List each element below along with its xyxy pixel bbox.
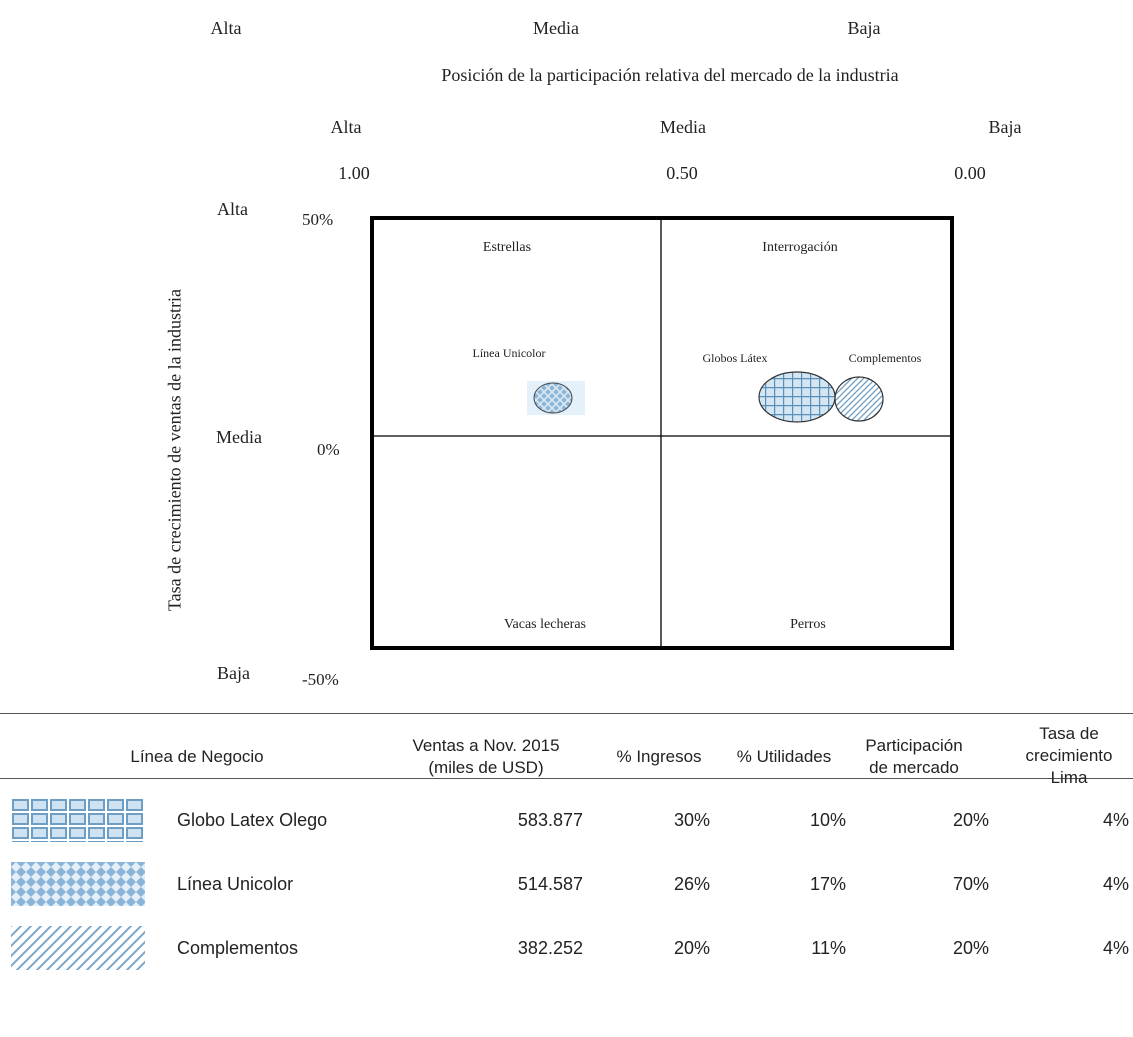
x-level-media: Media xyxy=(660,117,706,137)
quadrant-label-perros: Perros xyxy=(790,617,826,632)
x-level-alta: Alta xyxy=(330,117,362,137)
col-header-linea-negocio: Línea de Negocio xyxy=(130,746,263,768)
quadrant-label-interrogacion: Interrogación xyxy=(762,240,837,255)
row-tasa: 4% xyxy=(1102,874,1129,894)
col-header-tasa: Tasa de crecimiento Lima xyxy=(1026,723,1113,789)
row-name: Globo Latex Olego xyxy=(177,810,328,830)
row-ingresos: 20% xyxy=(673,938,710,958)
bubble-complementos xyxy=(834,376,884,422)
top-label-media: Media xyxy=(533,18,579,38)
header-text: % Ingresos xyxy=(616,747,702,766)
quadrant-label-estrellas: Estrellas xyxy=(483,240,531,255)
row-ventas: 583.877 xyxy=(517,810,583,830)
y-level-media: Media xyxy=(216,427,262,447)
bubble-label-linea-unicolor: Línea Unicolor xyxy=(473,346,546,360)
header-text: Participación xyxy=(865,736,963,755)
pattern-diagonal-swatch xyxy=(11,926,145,970)
row-name: Complementos xyxy=(177,938,299,958)
row-participacion: 70% xyxy=(952,874,989,894)
table-top-rule xyxy=(0,713,1133,714)
table-header-rule xyxy=(0,778,1133,779)
bubble-label-complementos: Complementos xyxy=(849,351,922,365)
col-header-participacion: Participación de mercado xyxy=(865,735,962,779)
bubble-label-globos-latex: Globos Látex xyxy=(703,351,768,365)
row-utilidades: 10% xyxy=(809,810,846,830)
y-level-baja: Baja xyxy=(217,663,250,683)
y-tick-label: 0% xyxy=(317,440,340,459)
header-text: Lima xyxy=(1050,768,1088,787)
row-utilidades: 17% xyxy=(809,874,846,894)
row-utilidades: 11% xyxy=(811,938,846,958)
col-header-ingresos: % Ingresos xyxy=(616,746,701,768)
bubble-globos-latex xyxy=(758,371,836,423)
x-tick-label: 0.50 xyxy=(666,163,698,183)
matrix-frame xyxy=(370,216,954,650)
pattern-crosshatch-swatch xyxy=(11,862,145,906)
row-tasa: 4% xyxy=(1102,938,1129,958)
chart-title: Posición de la participación relativa de… xyxy=(441,65,899,85)
row-name: Línea Unicolor xyxy=(177,874,294,894)
col-header-ventas: Ventas a Nov. 2015 (miles de USD) xyxy=(412,735,559,779)
y-level-alta: Alta xyxy=(217,199,248,219)
header-text: Línea de Negocio xyxy=(130,747,264,766)
row-ingresos: 26% xyxy=(673,874,710,894)
row-tasa: 4% xyxy=(1102,810,1129,830)
pattern-grid-swatch xyxy=(11,798,145,842)
row-ventas: 514.587 xyxy=(517,874,583,894)
header-text: de mercado xyxy=(869,758,959,777)
top-label-baja: Baja xyxy=(847,18,881,38)
y-tick-label: 50% xyxy=(302,210,334,229)
quadrant-label-vacas-lecheras: Vacas lecheras xyxy=(504,617,586,632)
header-text: Ventas a Nov. 2015 xyxy=(412,736,560,755)
header-text: Tasa de xyxy=(1039,724,1099,743)
x-tick-label: 1.00 xyxy=(338,163,370,183)
header-text: (miles de USD) xyxy=(428,758,544,777)
top-label-alta: Alta xyxy=(210,18,242,38)
row-participacion: 20% xyxy=(952,938,989,958)
col-header-utilidades: % Utilidades xyxy=(737,746,832,768)
header-text: % Utilidades xyxy=(736,747,832,766)
bubble-linea-unicolor xyxy=(533,382,573,414)
header-text: crecimiento xyxy=(1025,746,1113,765)
x-tick-label: 0.00 xyxy=(954,163,986,183)
row-participacion: 20% xyxy=(952,810,989,830)
row-ingresos: 30% xyxy=(673,810,710,830)
y-tick-label: -50% xyxy=(302,670,339,689)
x-level-baja: Baja xyxy=(988,117,1022,137)
row-ventas: 382.252 xyxy=(517,938,583,958)
